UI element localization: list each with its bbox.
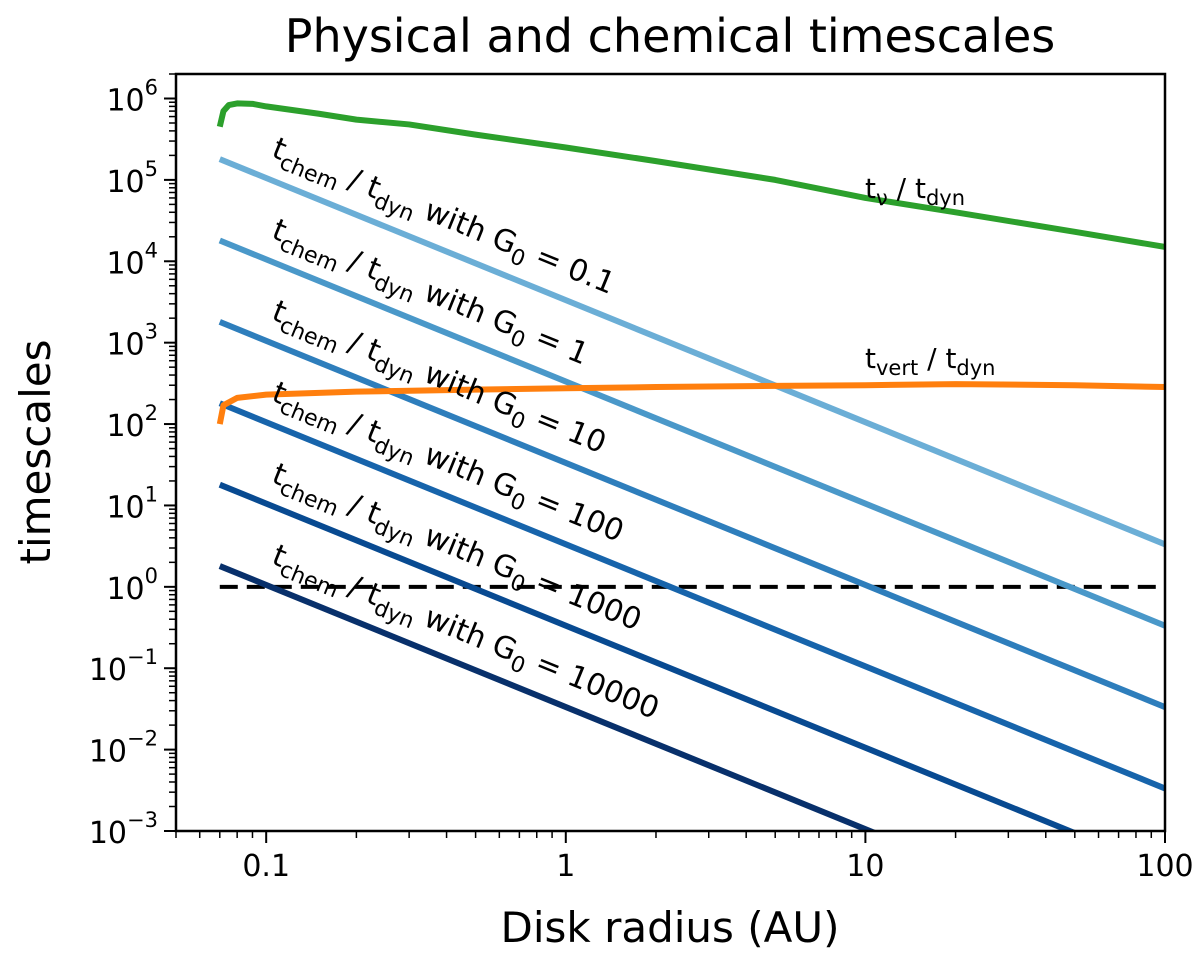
label-subscript: chem (276, 476, 342, 522)
y-axis-label: timescales (11, 340, 60, 565)
y-tick-label: 104 (106, 238, 158, 281)
label-text: t (865, 342, 876, 375)
tick-base: 10 (106, 328, 144, 363)
tick-base: 10 (89, 735, 127, 770)
label-subscript: ν (876, 186, 888, 210)
label-subscript: chem (276, 313, 342, 359)
label-subscript: chem (276, 232, 342, 278)
label-text: with G (410, 596, 521, 668)
label-subscript: dyn (956, 356, 995, 380)
y-tick-label: 103 (106, 320, 158, 363)
t-nu-label: tν / tdyn (865, 172, 965, 210)
plot-frame (174, 72, 1167, 833)
chem-line-g0-100 (218, 400, 1165, 792)
label-text: with G (410, 434, 521, 506)
label-text: t (865, 172, 876, 205)
y-tick-label: 10−1 (89, 645, 158, 688)
label-text: / t (918, 342, 956, 375)
tick-exponent: −2 (127, 727, 158, 751)
tick-base: 10 (106, 409, 144, 444)
tick-exponent: 0 (145, 564, 158, 588)
chem-line-g0-1 (218, 237, 1165, 629)
y-tick-label: 105 (106, 157, 158, 200)
chem-line-g0-10 (218, 319, 1165, 710)
tick-base: 10 (106, 165, 144, 200)
t-nu-line (216, 100, 1165, 250)
label-text: = 0.1 (522, 235, 620, 302)
x-tick-label: 10 (846, 849, 884, 884)
x-tick-label: 100 (1136, 849, 1193, 884)
label-subscript: dyn (926, 186, 965, 210)
chart-title: Physical and chemical timescales (285, 9, 1056, 63)
y-tick-label: 101 (106, 482, 158, 525)
tick-base: 10 (106, 490, 144, 525)
chem-line-label: tchem / tdyn with G0 = 1 (265, 212, 593, 378)
tick-base: 10 (106, 572, 144, 607)
tick-exponent: 2 (145, 401, 158, 425)
y-tick-label: 106 (106, 76, 158, 119)
tick-exponent: 4 (145, 238, 158, 262)
x-tick-label: 0.1 (242, 849, 290, 884)
tick-exponent: −1 (127, 645, 158, 669)
label-text: with G (410, 515, 521, 587)
label-subscript: chem (276, 394, 342, 440)
label-text: with G (410, 352, 521, 424)
chem-line-g0-0.1 (218, 156, 1165, 548)
label-text: with G (410, 189, 521, 261)
x-tick-label: 1 (556, 849, 575, 884)
tick-exponent: 6 (145, 76, 158, 100)
label-text: = 100 (522, 479, 629, 550)
tick-base: 10 (89, 816, 127, 851)
label-subscript: vert (876, 356, 918, 380)
plot-area (216, 100, 1165, 831)
label-text: / t (888, 172, 926, 205)
y-tick-label: 100 (106, 564, 158, 607)
chem-line-g0-1000 (218, 481, 1078, 831)
tick-base: 10 (106, 246, 144, 281)
y-tick-label: 10−3 (89, 808, 158, 851)
tick-base: 10 (89, 653, 127, 688)
x-axis-label: Disk radius (AU) (501, 903, 840, 952)
label-text: = 1 (522, 316, 594, 372)
tick-exponent: 1 (145, 482, 158, 506)
tick-exponent: 3 (145, 320, 158, 344)
tick-exponent: −3 (127, 808, 158, 832)
label-text: with G (410, 271, 521, 343)
chem-line-g0-10000 (218, 563, 878, 831)
label-subscript: chem (276, 557, 342, 603)
tick-base: 10 (106, 84, 144, 119)
t-vert-label: tvert / tdyn (865, 342, 996, 380)
label-subscript: chem (276, 150, 342, 196)
y-tick-label: 102 (106, 401, 158, 444)
axes: 0.1 1 10 10010610510410310210110010−110−210… (89, 72, 1194, 884)
y-tick-label: 10−2 (89, 727, 158, 770)
t-vert-line (216, 381, 1165, 425)
tick-exponent: 5 (145, 157, 158, 181)
